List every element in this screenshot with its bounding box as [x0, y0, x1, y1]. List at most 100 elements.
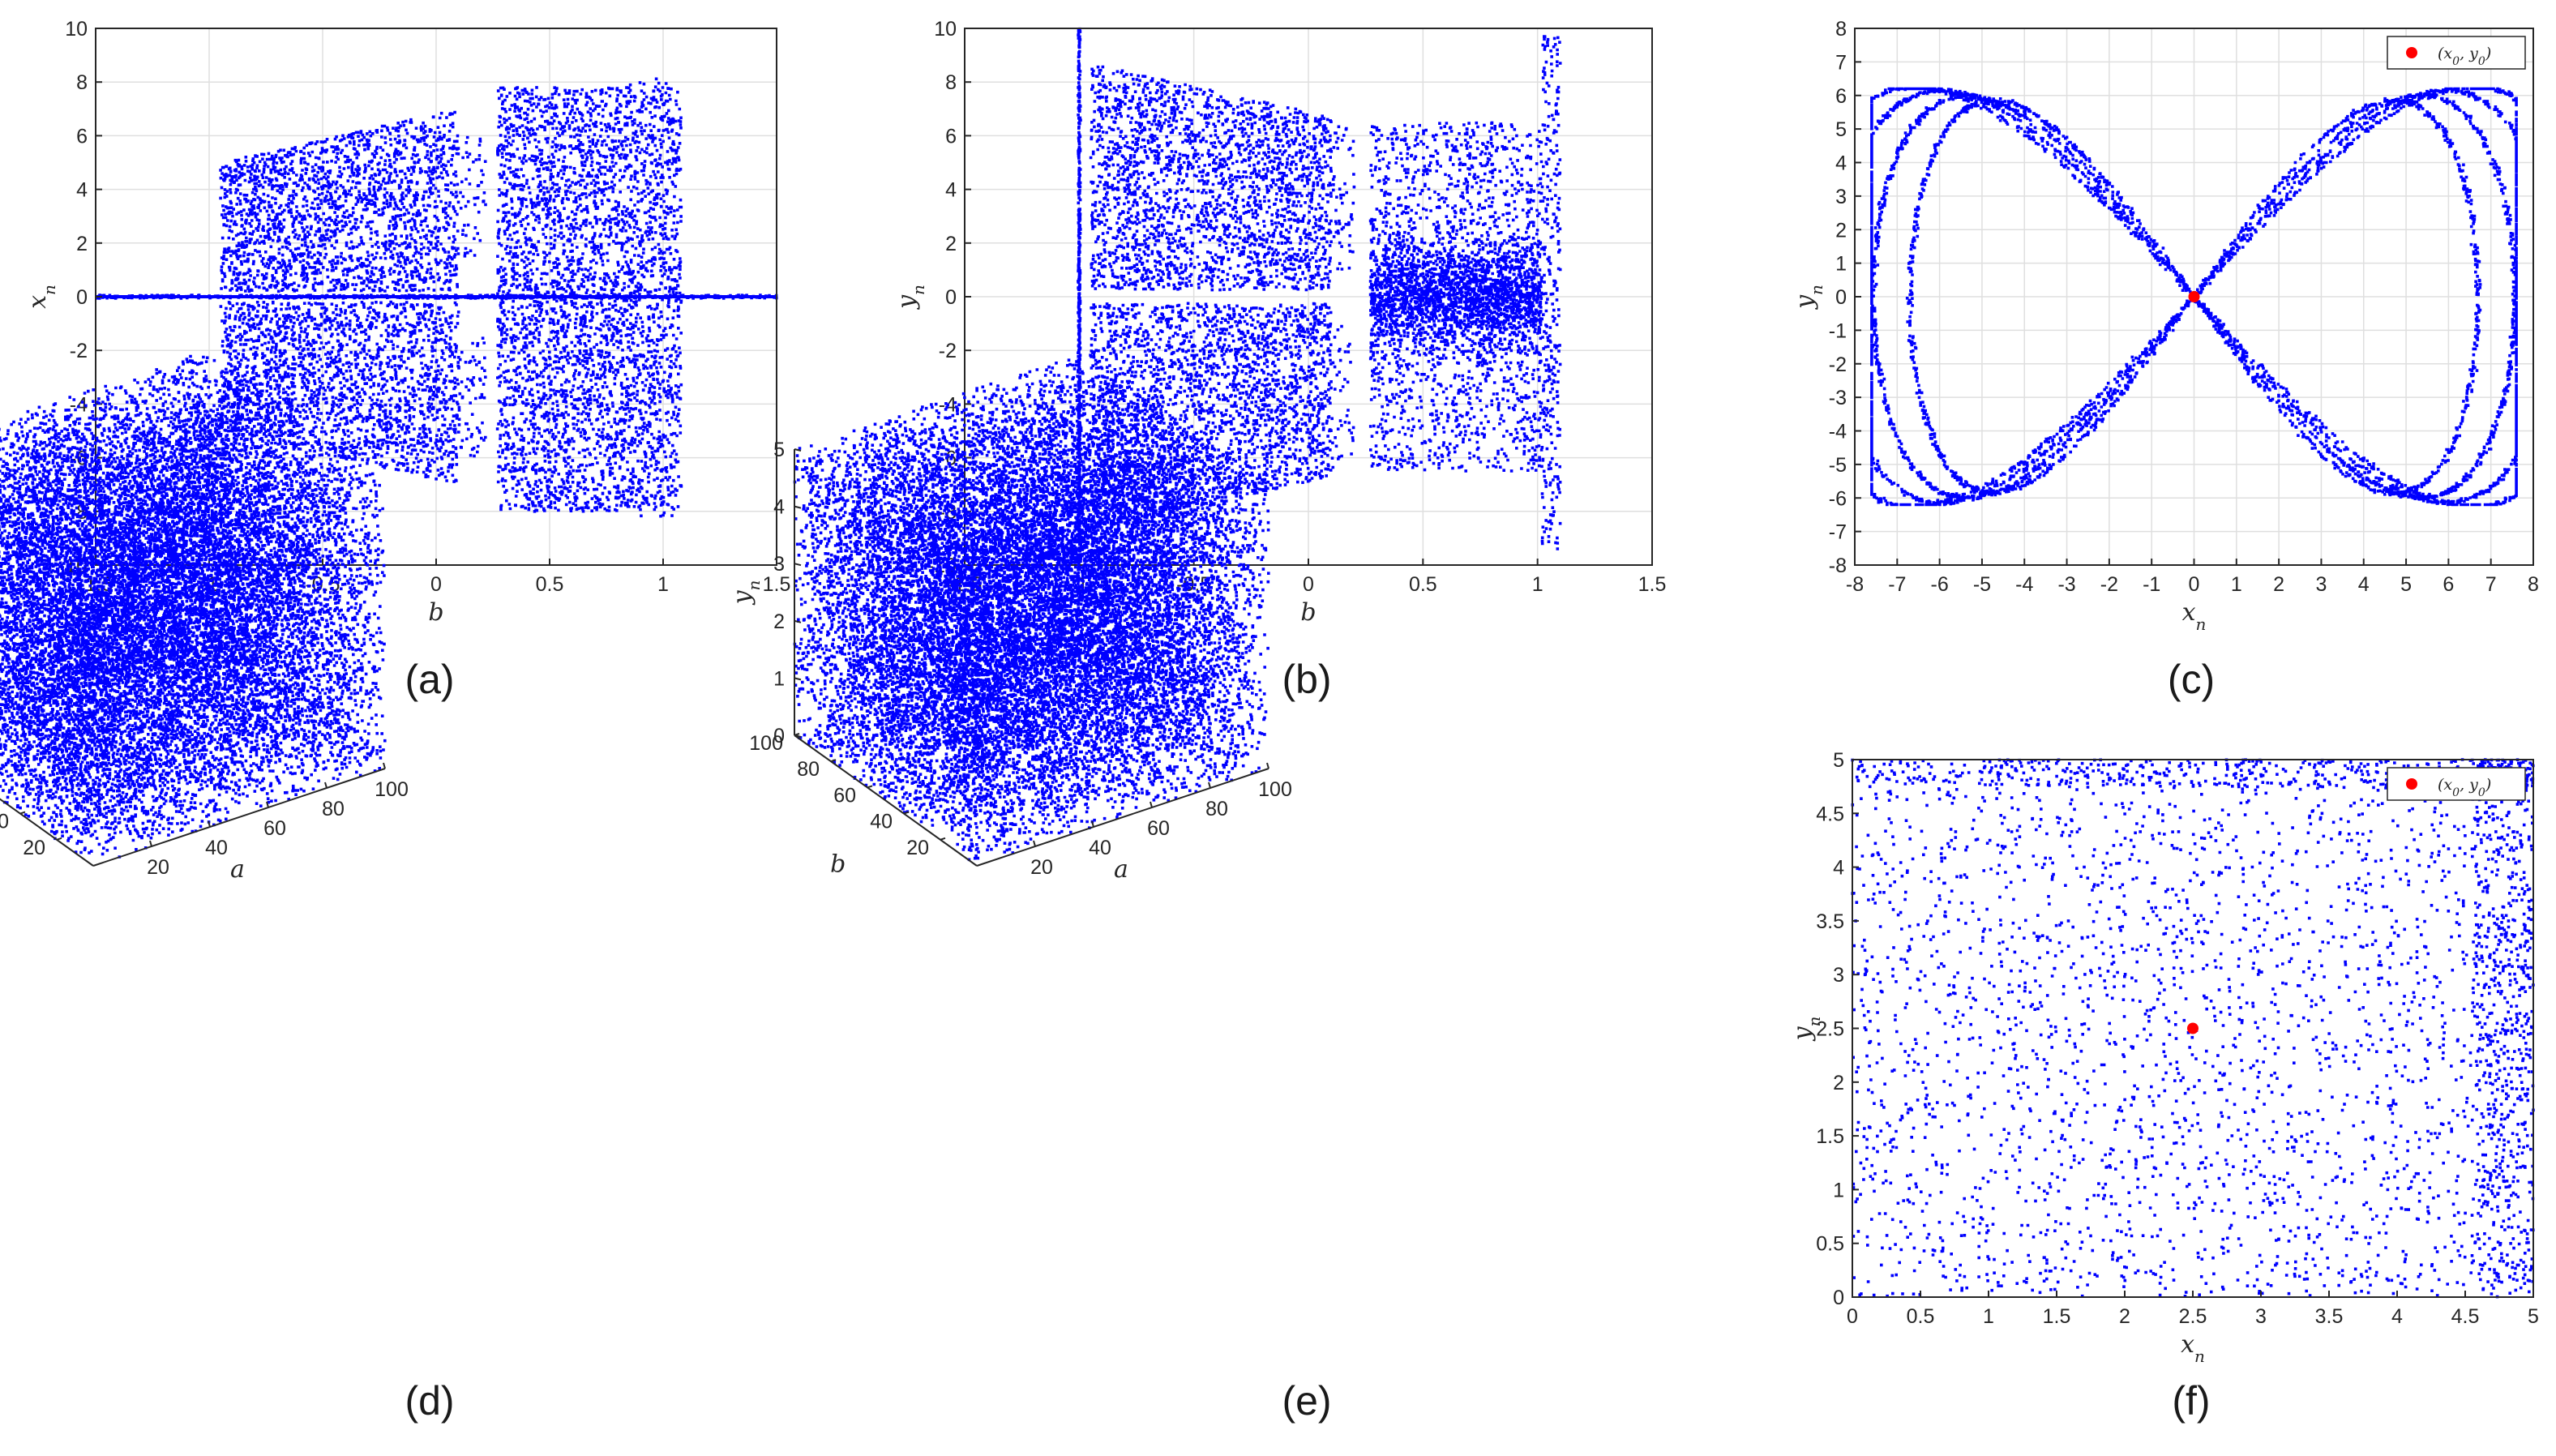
z-tick-label: 0 [773, 725, 785, 747]
y-tick-label: 1 [1835, 253, 1847, 276]
axis-b [794, 734, 978, 867]
x-tick-label: 2 [2273, 573, 2284, 596]
y-tick-label: 10 [65, 18, 88, 41]
a-tick [383, 762, 386, 769]
y-tick-label: 8 [1835, 18, 1847, 41]
y-axis-label: xn [24, 285, 59, 309]
x-tick-label: 3 [2315, 573, 2327, 596]
x-tick-label: 1 [1983, 1305, 1994, 1328]
b-tick [867, 785, 873, 789]
x-tick-label: 6 [2443, 573, 2454, 596]
b-axis-label: b [830, 850, 846, 879]
z-tick [794, 619, 802, 623]
z-tick-label: 2 [773, 610, 785, 633]
x-tick-label: -5 [1973, 573, 1991, 596]
a-tick [1150, 801, 1153, 808]
legend-marker [2406, 778, 2417, 790]
y-tick-label: 2 [945, 233, 957, 255]
y-tick-label: -8 [1829, 555, 1847, 577]
a-tick-label: 60 [1147, 817, 1170, 840]
legend-entry: (x0, y0) [2438, 45, 2491, 68]
x-tick-label: 7 [2485, 573, 2497, 596]
x-tick-label: 5 [2400, 573, 2412, 596]
initial-point-marker [2187, 1022, 2199, 1034]
z-tick [794, 677, 802, 681]
y-tick-label: 2 [76, 233, 88, 255]
chart-f: 0 0.5 1 1.5 2 2.5 3 3.5 4 4.5 5 0 0.5 1 1.5 2 2.5 3 3.5 4 4.… [1788, 749, 2539, 1424]
x-tick-label: 0 [1847, 1305, 1858, 1328]
y-axis-label: yn [893, 285, 928, 310]
x-tick-label: 0.5 [1907, 1305, 1935, 1328]
y-tick-label: 10 [934, 18, 957, 41]
scatter-points [1076, 27, 1562, 564]
x-tick-label: 3.5 [2315, 1305, 2344, 1328]
z-axis-label: yn [728, 580, 764, 606]
x-axis-label: xn [2181, 1330, 2205, 1366]
x-tick-label: -7 [1888, 573, 1906, 596]
x-tick-label: 2 [2119, 1305, 2130, 1328]
y-tick-label: 0 [1833, 1287, 1844, 1309]
x-tick-label: 8 [2528, 573, 2539, 596]
x-tick-label: 4 [2391, 1305, 2403, 1328]
legend-marker [2406, 47, 2417, 58]
a-tick-label: 20 [147, 856, 169, 879]
x-tick-label: -1 [2143, 573, 2160, 596]
y-tick-label: -1 [1829, 319, 1847, 342]
x-tick-label: 2.5 [2179, 1305, 2207, 1328]
axis-a [92, 768, 386, 867]
y-tick-label: -4 [1829, 421, 1847, 443]
b-tick-label: 20 [906, 837, 929, 859]
legend: (x0, y0) [2387, 767, 2526, 801]
b-tick-label: 60 [833, 784, 856, 807]
a-tick [266, 801, 269, 808]
y-tick-label: 5 [1835, 118, 1847, 141]
axis-b [0, 798, 94, 867]
panel-label: (b) [1282, 657, 1331, 702]
a-tick [1266, 762, 1269, 769]
y-tick-label: 6 [1835, 85, 1847, 108]
y-tick-label: 0 [1835, 286, 1847, 309]
z-tick [794, 505, 802, 509]
z-tick-label: 3 [773, 553, 785, 576]
y-tick-label: 4 [1833, 857, 1844, 880]
y-tick-label: 7 [1835, 51, 1847, 74]
y-tick-label: 0.5 [1816, 1233, 1844, 1256]
a-tick-label: 80 [322, 798, 345, 820]
x-tick-label: -6 [1931, 573, 1949, 596]
a-axis-label: a [1114, 855, 1128, 884]
b-tick-label: 40 [870, 811, 893, 833]
y-tick-label: 5 [1833, 749, 1844, 772]
y-tick-label: 2 [1833, 1072, 1844, 1094]
y-tick-label: -7 [1829, 521, 1847, 544]
y-tick-label: 2.5 [1816, 1018, 1844, 1041]
x-tick-label: 1 [2231, 573, 2242, 596]
scatter3d-points [793, 353, 1270, 862]
a-tick-label: 60 [263, 817, 286, 840]
x-tick-label: 1.5 [1638, 573, 1667, 596]
a-tick-label: 100 [375, 778, 409, 801]
legend-entry: (x0, y0) [2438, 776, 2491, 799]
x-tick-label: 0.5 [536, 573, 564, 596]
scatter-points [1851, 758, 2535, 1299]
a-axis-label: a [230, 855, 245, 884]
y-tick-label: 4 [76, 179, 88, 202]
chart-c: -8 -7 -6 -5 -4 -3 -2 -1 0 1 2 3 4 5 6 7 8 -8 -7 -6 -5 -4 -3 -2 -… [1791, 18, 2539, 702]
a-tick [324, 782, 328, 789]
x-axis-label: b [1300, 598, 1316, 627]
a-tick [208, 820, 211, 828]
x-tick-label: 1.5 [763, 573, 791, 596]
panel-label: (f) [2172, 1378, 2210, 1424]
y-tick-label: -6 [1829, 487, 1847, 510]
x-tick-label: 0 [1303, 573, 1314, 596]
z-tick-label: 4 [773, 496, 785, 519]
x-tick-label: -2 [2100, 573, 2118, 596]
legend: (x0, y0) [2387, 36, 2526, 70]
y-tick-label: 3 [1833, 964, 1844, 987]
b-tick-label: 80 [797, 758, 820, 781]
y-tick-label: -2 [1829, 353, 1847, 376]
y-tick-label: 1.5 [1816, 1125, 1844, 1148]
y-tick-label: 4 [945, 179, 957, 202]
chart-d: 0123452040608010020406080100xnba(d) [0, 354, 455, 1424]
a-tick [1091, 820, 1094, 828]
